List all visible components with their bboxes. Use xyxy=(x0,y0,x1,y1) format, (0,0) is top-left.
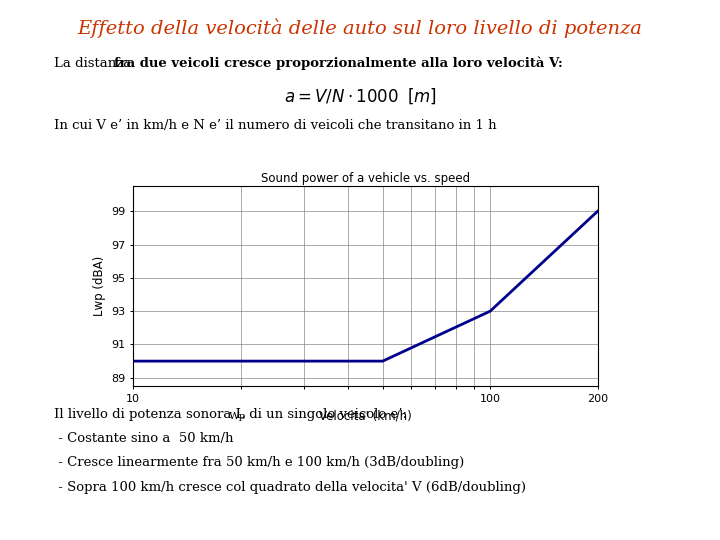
Text: - Costante sino a  50 km/h: - Costante sino a 50 km/h xyxy=(54,432,233,445)
Text: La distanza: La distanza xyxy=(54,57,135,70)
Text: - Cresce linearmente fra 50 km/h e 100 km/h (3dB/doubling): - Cresce linearmente fra 50 km/h e 100 k… xyxy=(54,456,464,469)
Text: - Sopra 100 km/h cresce col quadrato della velocita' V (6dB/doubling): - Sopra 100 km/h cresce col quadrato del… xyxy=(54,481,526,494)
Text: Il livello di potenza sonora L: Il livello di potenza sonora L xyxy=(54,408,245,421)
Text: In cui V e’ in km/h e N e’ il numero di veicoli che transitano in 1 h: In cui V e’ in km/h e N e’ il numero di … xyxy=(54,119,497,132)
Text: fra due veicoli cresce proporzionalmente alla loro velocità V:: fra due veicoli cresce proporzionalmente… xyxy=(114,57,562,70)
Text: Wp: Wp xyxy=(229,412,246,421)
Title: Sound power of a vehicle vs. speed: Sound power of a vehicle vs. speed xyxy=(261,172,470,185)
Text: Effetto della velocità delle auto sul loro livello di potenza: Effetto della velocità delle auto sul lo… xyxy=(78,19,642,38)
X-axis label: Velocita' (km/h): Velocita' (km/h) xyxy=(319,409,412,422)
Y-axis label: Lwp (dBA): Lwp (dBA) xyxy=(93,256,106,316)
Text: di un singolo veicolo e’:: di un singolo veicolo e’: xyxy=(245,408,407,421)
Text: $a = V / N \cdot 1000 \;\; [m]$: $a = V / N \cdot 1000 \;\; [m]$ xyxy=(284,86,436,106)
